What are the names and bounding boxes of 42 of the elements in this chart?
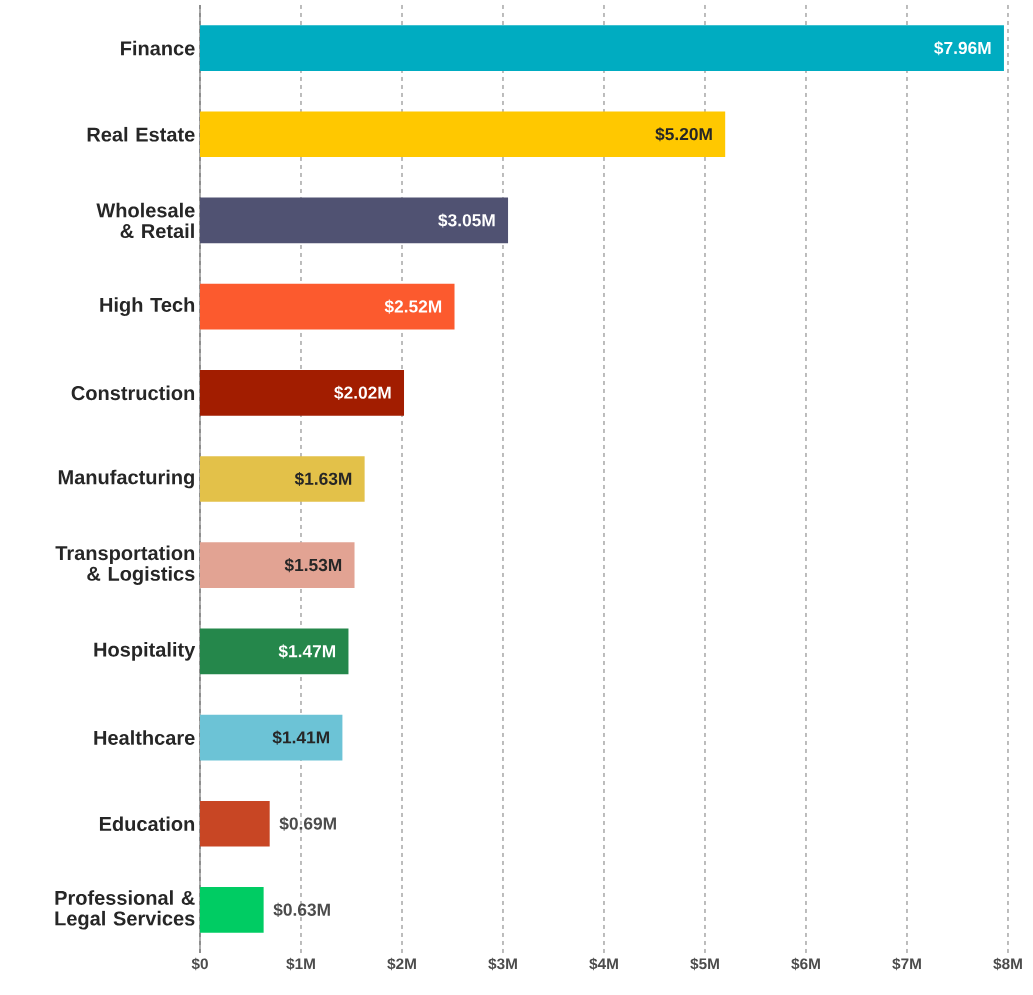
x-tick-label: $8M — [993, 957, 1022, 971]
bar — [200, 628, 349, 675]
x-tick-label: $5M — [690, 957, 719, 971]
bar — [200, 887, 264, 933]
data-label: $0.63M — [273, 902, 330, 917]
y-tick-label: Finance — [121, 40, 195, 56]
x-tick-label: $7M — [892, 957, 921, 971]
bar — [200, 111, 726, 158]
data-label: $3.05M — [438, 213, 495, 228]
data-label: $1.41M — [272, 730, 329, 745]
data-label: $1.47M — [278, 644, 336, 659]
x-tick-label: $3M — [488, 957, 517, 971]
bar — [200, 714, 343, 761]
x-tick-label: $1M — [286, 957, 315, 971]
y-tick-label: Hospitality — [94, 642, 196, 661]
x-tick-label: $4M — [589, 957, 618, 971]
data-label: $0.69M — [279, 816, 336, 831]
bar — [200, 369, 405, 416]
bar — [200, 456, 365, 502]
bar — [200, 25, 1004, 71]
data-label: $1.63M — [294, 471, 352, 487]
bar — [200, 542, 355, 589]
y-tick-label: Wholesale & Retail — [96, 202, 195, 239]
x-tick-label: $2M — [387, 957, 416, 971]
bar — [200, 800, 270, 847]
data-label: $1.53M — [284, 558, 342, 573]
data-label: $2.02M — [334, 385, 391, 400]
bar — [200, 197, 509, 244]
x-tick-label: $0 — [191, 957, 208, 971]
y-tick-label: Real Estate — [87, 126, 195, 142]
y-tick-label: Transportation & Logistics — [55, 545, 195, 585]
y-tick-label: Education — [99, 816, 195, 832]
data-label: $5.20M — [655, 127, 712, 142]
bar — [200, 283, 455, 330]
data-label: $7.96M — [934, 41, 991, 56]
y-tick-label: Construction — [71, 385, 195, 401]
y-tick-label: Healthcare — [94, 730, 195, 745]
y-tick-label: Professional & Legal Services — [55, 890, 195, 930]
y-tick-label: Manufacturing — [58, 469, 194, 489]
data-label: $2.52M — [384, 299, 442, 314]
y-tick-label: High Tech — [100, 297, 195, 317]
x-tick-label: $6M — [791, 957, 820, 971]
